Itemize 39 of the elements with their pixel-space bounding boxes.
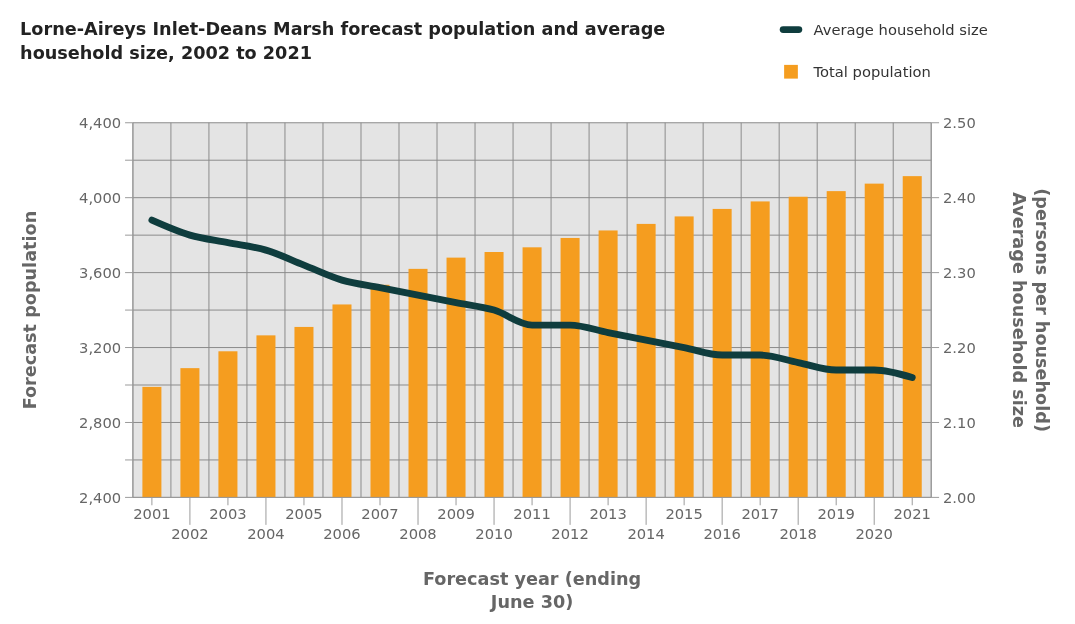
x-tick-label: 2012 [551,524,589,542]
y-tick-label: 2,800 [79,413,122,431]
y-tick-label: 4,000 [79,188,122,206]
x-tick-label: 2011 [513,504,551,522]
x-tick-label: 2009 [437,504,475,522]
x-tick-label: 2006 [323,524,361,542]
y-axis-title: Forecast population [19,210,40,410]
y2-tick-label: 2.50 [943,113,976,131]
y-tick-label: 2,400 [79,488,122,506]
x-tick-label: 2019 [817,504,855,522]
x-tick-label: 2021 [893,504,931,522]
x-tick-label: 2014 [627,524,665,542]
x-tick-label: 2016 [703,524,741,542]
x-tick-label: 2013 [589,504,627,522]
legend-label: Average household size [813,20,988,38]
legend-label: Total population [812,62,931,80]
x-tick-label: 2010 [475,524,513,542]
x-tick-label: 2005 [285,504,323,522]
y2-tick-label: 2.20 [943,338,976,356]
x-tick-label: 2004 [247,524,285,542]
x-tick-label: 2001 [133,504,171,522]
x-axis-title: Forecast year (ending June 30) [422,568,642,613]
x-tick-label: 2002 [171,524,209,542]
y2-tick-label: 2.30 [943,263,976,281]
x-tick-label: 2017 [741,504,779,522]
x-tick-label: 2018 [779,524,817,542]
y-tick-label: 3,600 [79,263,122,281]
y-tick-label: 4,400 [79,113,122,131]
x-tick-label: 2020 [855,524,893,542]
x-tick-label: 2008 [399,524,437,542]
y-tick-label: 3,200 [79,338,122,356]
x-tick-label: 2003 [209,504,247,522]
chart-title: Lorne-Aireys Inlet-Deans Marsh forecast population and average household size, 2002 to 2021 [20,19,666,63]
y2-tick-label: 2.40 [943,188,976,206]
x-tick-label: 2015 [665,504,703,522]
y2-tick-label: 2.00 [943,488,976,506]
y2-tick-label: 2.10 [943,413,976,431]
y2-axis-title: Average household size (persons per household) [1008,188,1053,432]
x-tick-label: 2007 [361,504,399,522]
